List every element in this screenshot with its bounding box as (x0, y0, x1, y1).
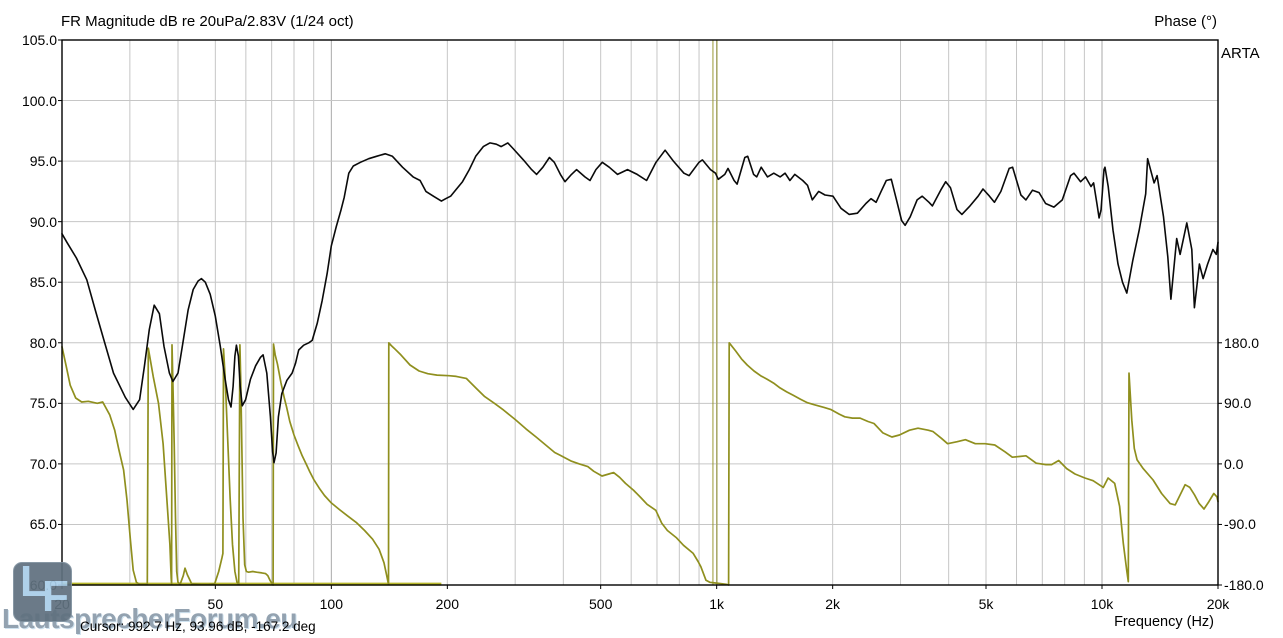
logo-letter-f: F (42, 572, 69, 621)
db-axis-label: 100.0 (21, 92, 57, 109)
db-axis-label: 95.0 (29, 153, 57, 170)
db-axis-label: 75.0 (29, 395, 57, 412)
frequency-axis-label: 10k (1090, 596, 1114, 612)
phase-axis-label: 90.0 (1224, 395, 1252, 412)
phase-axis-label: 180.0 (1224, 334, 1260, 351)
db-axis-label: 80.0 (29, 334, 57, 351)
phase-axis-label: -90.0 (1224, 516, 1256, 533)
frequency-axis-label: 50 (207, 596, 224, 612)
db-axis-label: 85.0 (29, 274, 57, 291)
plot-frame (61, 39, 1219, 586)
magnitude-curve (61, 142, 1219, 464)
plot-title: FR Magnitude dB re 20uPa/2.83V (1/24 oct… (61, 13, 354, 30)
db-axis-label: 70.0 (29, 455, 57, 472)
db-axis-label: 65.0 (29, 516, 57, 533)
frequency-axis-label: 100 (319, 596, 344, 612)
frequency-axis-label: 2k (825, 596, 841, 612)
phase-axis-label: 0.0 (1224, 455, 1244, 472)
frequency-axis-title: Frequency (Hz) (1114, 614, 1214, 630)
frequency-axis-label: 20k (1206, 596, 1230, 612)
frequency-axis-label: 500 (588, 596, 613, 612)
arta-brand-vertical: ARTA (1221, 45, 1260, 62)
phase-curve (61, 341, 1219, 586)
logo-letter-l: L (20, 557, 47, 606)
frequency-axis-label: 200 (435, 596, 460, 612)
phase-axis-label: -180.0 (1224, 577, 1264, 593)
forum-logo: L F (13, 557, 72, 622)
phase-axis-title: Phase (°) (1154, 13, 1217, 30)
db-axis-label: 90.0 (29, 213, 57, 230)
frequency-axis-label: 5k (978, 596, 994, 612)
db-axis-label: 105.0 (21, 32, 57, 48)
cursor-readout: Cursor: 992.7 Hz, 93.96 dB, -167.2 deg (80, 619, 316, 634)
frequency-axis-label: 1k (709, 596, 725, 612)
